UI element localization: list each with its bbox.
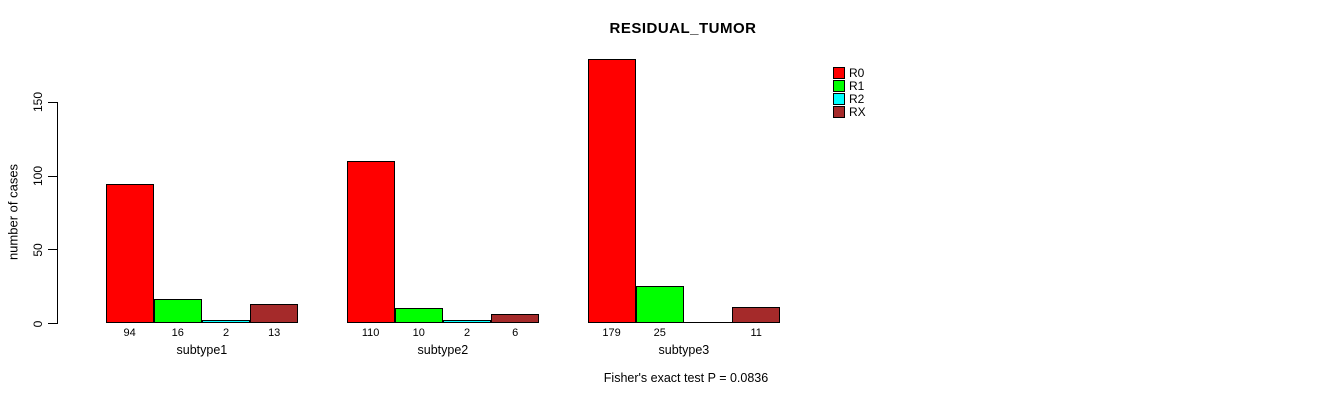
y-axis-line [57, 101, 58, 324]
bar-value-label: 6 [512, 327, 519, 339]
bar-value-label: 2 [222, 327, 230, 339]
bar-subtype3-RX [732, 306, 781, 323]
y-axis-label: number of cases [5, 163, 21, 261]
bar-value-label: 2 [463, 327, 471, 339]
bar-value-label: 16 [171, 327, 184, 339]
legend-swatch-R1 [833, 80, 845, 92]
bar-subtype2-R0 [346, 160, 395, 323]
legend-label-RX: RX [849, 105, 866, 119]
bar-subtype1-RX [250, 303, 299, 323]
x-category-label-subtype3: subtype3 [658, 342, 710, 357]
bar-value-label: 10 [412, 327, 425, 339]
bar-value-label: 110 [361, 327, 380, 339]
legend-swatch-R2 [833, 93, 845, 105]
bar-value-label: 25 [653, 327, 666, 339]
bar-subtype2-R2 [442, 320, 492, 323]
bar-subtype1-R2 [201, 320, 251, 323]
footnote: Fisher's exact test P = 0.0836 [603, 371, 769, 385]
bar-subtype2-R1 [394, 308, 443, 323]
y-axis-tick [48, 249, 57, 251]
y-axis-tick-label: 50 [31, 243, 45, 257]
y-axis-tick-label: 150 [31, 92, 45, 113]
legend-label-R2: R2 [849, 92, 865, 106]
bar-subtype3-R0 [587, 58, 636, 323]
bar-subtype1-R0 [105, 184, 154, 323]
x-category-label-subtype1: subtype1 [176, 342, 228, 357]
y-axis-tick [48, 323, 57, 324]
bar-value-label: 94 [123, 327, 136, 339]
y-axis-tick [48, 175, 57, 177]
bar-value-label: 13 [268, 327, 281, 339]
legend-label-R1: R1 [849, 79, 865, 93]
bar-subtype3-R1 [635, 286, 684, 323]
y-axis-tick-label: 0 [31, 320, 45, 327]
legend-label-R0: R0 [849, 66, 865, 80]
bar-value-label: 11 [750, 327, 762, 339]
y-axis-tick [48, 101, 57, 103]
bar-subtype2-RX [491, 314, 540, 323]
bar-value-label: 179 [602, 327, 621, 339]
y-axis-tick-label: 100 [31, 165, 45, 187]
legend-swatch-R0 [833, 67, 845, 79]
bar-subtype3-R2 [683, 322, 733, 323]
bar-subtype1-R1 [153, 299, 202, 323]
legend-swatch-RX [833, 106, 845, 118]
chart-title: RESIDUAL_TUMOR [609, 20, 757, 37]
x-category-label-subtype2: subtype2 [417, 342, 469, 357]
